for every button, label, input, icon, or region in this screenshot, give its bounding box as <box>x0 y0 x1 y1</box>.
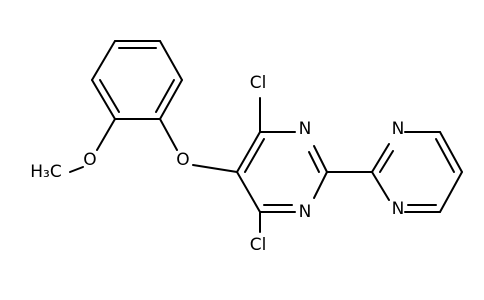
atom-labels: Cl Cl N N N N O O H₃C <box>30 73 404 255</box>
atom-label: N <box>299 119 312 139</box>
atom-label: O <box>83 150 96 170</box>
atom-label: H₃C <box>30 162 61 182</box>
atom-label: O <box>176 150 189 170</box>
bonds <box>69 40 463 233</box>
atom-label: N <box>392 119 405 139</box>
atom-label: Cl <box>250 235 267 255</box>
atom-label: N <box>299 202 312 222</box>
atom-label: Cl <box>250 73 267 93</box>
atom-label: N <box>392 199 405 219</box>
